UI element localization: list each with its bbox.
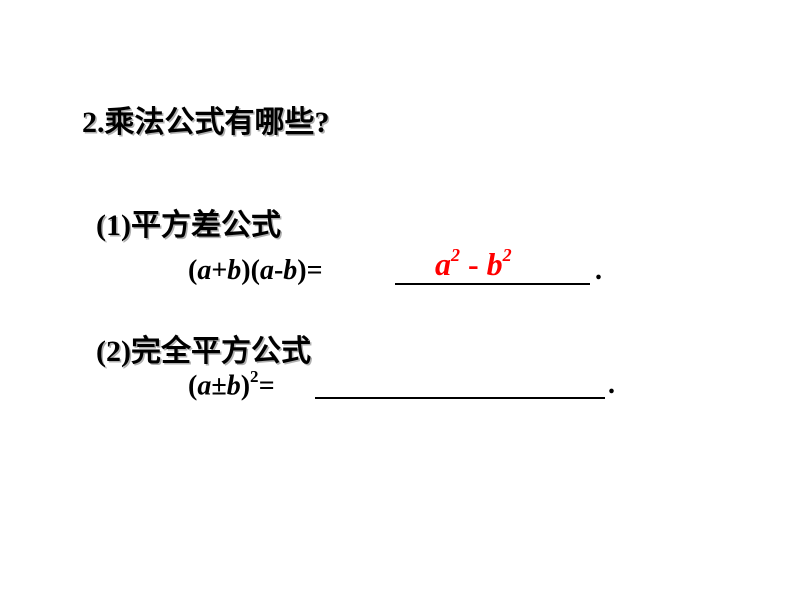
formula-2-lhs: (a±b)2= (188, 369, 275, 402)
var-a: a (435, 246, 451, 282)
var-b: b (227, 255, 241, 286)
formula-2-period: . (608, 369, 615, 401)
op-minus: - (274, 255, 283, 286)
blank-2-underline (315, 397, 605, 399)
exp-2: 2 (503, 245, 512, 265)
exp-2: 2 (250, 367, 259, 386)
op-minus: - (460, 246, 487, 282)
var-b: b (283, 255, 297, 286)
exp-2: 2 (451, 245, 460, 265)
paren-open: ( (188, 370, 197, 401)
paren-close: ) (241, 370, 250, 401)
section-2-label: (2)完全平方公式 (96, 326, 311, 370)
op-plus: + (211, 255, 227, 286)
formula-1-lhs: (a+b)(a-b)= (188, 255, 323, 287)
op-plusminus: ± (211, 370, 226, 401)
var-b: b (227, 370, 241, 401)
blank-1-underline (395, 283, 590, 285)
formula-1-answer: a2 - b2 (435, 246, 512, 283)
var-a: a (197, 370, 211, 401)
formula-1-period: . (595, 255, 602, 287)
var-a: a (260, 255, 274, 286)
section-1-label: (1)平方差公式 (96, 200, 281, 244)
eq: = (259, 370, 275, 401)
eq: )= (297, 255, 322, 286)
question-title: 2.乘法公式有哪些? (82, 97, 330, 141)
var-a: a (197, 255, 211, 286)
var-b: b (487, 246, 503, 282)
